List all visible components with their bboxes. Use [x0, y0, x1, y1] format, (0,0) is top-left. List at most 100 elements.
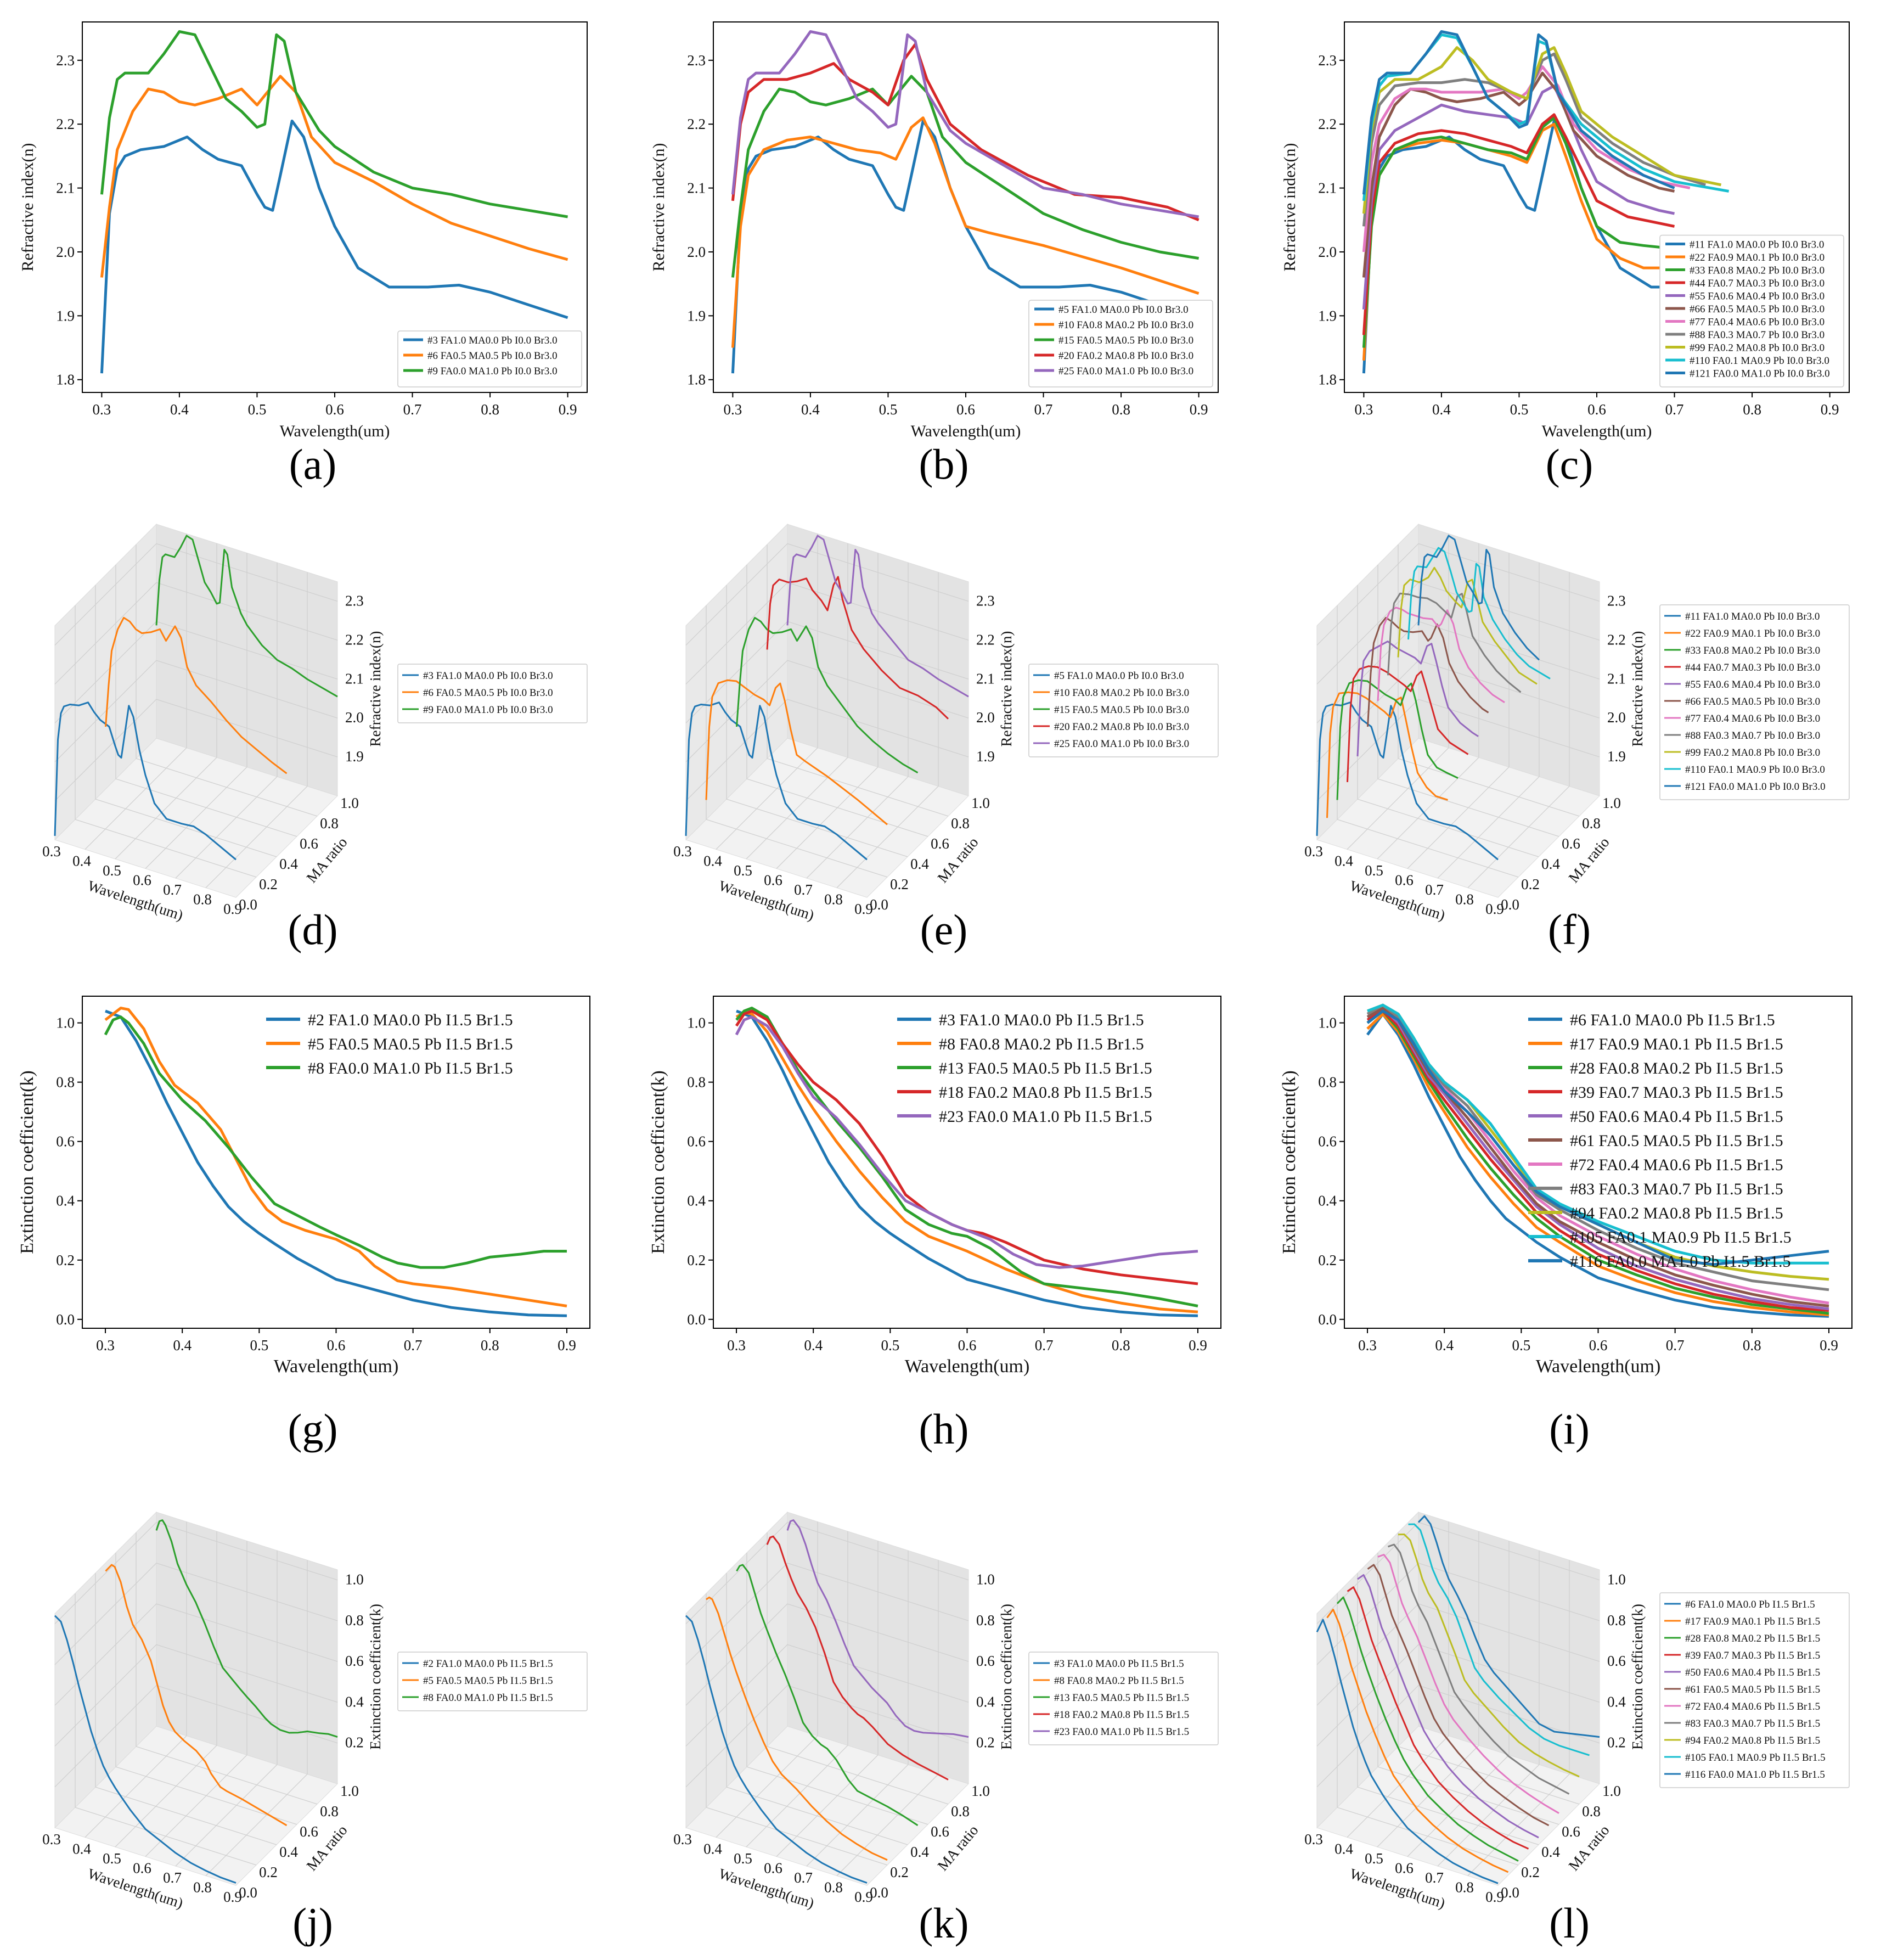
- series-line-3d: [1377, 606, 1505, 704]
- ma-tick-label: 0.2: [890, 876, 909, 892]
- grid-line: [746, 1553, 928, 1825]
- legend-entry: #3 FA1.0 MA0.0 Pb I1.5 Br1.5: [939, 1011, 1144, 1029]
- ma-tick-label: 0.0: [870, 896, 888, 913]
- legend-box: [1659, 604, 1850, 800]
- chart-i: 0.3 0.4 0.5 0.6 0.7 0.8 0.9 0.0 0.2 0.4 0.6 0.8 1.0 W…: [1279, 996, 1852, 1377]
- grid-line: [75, 605, 257, 878]
- chart-c: 0.3 0.4 0.5 0.6 0.7 0.8 0.9 1.8 1.9 2.0 2.1 2.2 2.3 W…: [1281, 21, 1850, 440]
- x-tick-label: 0.7: [1665, 401, 1684, 418]
- grid-line: [115, 1531, 217, 1847]
- ma-tick-label: 0.6: [1562, 1823, 1580, 1840]
- x-tick-label: 0.8: [824, 1879, 843, 1896]
- legend-entry: #8 FA0.0 MA1.0 Pb I1.5 Br1.5: [308, 1059, 513, 1077]
- x-tick-label: 0.5: [881, 1337, 899, 1354]
- ma-tick-label: 0.2: [259, 876, 278, 892]
- z-tick-label: 0.8: [345, 1612, 364, 1628]
- plot-frame: [713, 996, 1221, 1329]
- z-tick-label: 0.2: [1607, 1734, 1626, 1751]
- grid-line: [1347, 1521, 1449, 1838]
- series-line-3d: [155, 1519, 338, 1738]
- legend-entry: #72 FA0.4 MA0.6 Pb I1.5 Br1.5: [1570, 1156, 1783, 1174]
- legend-entry: #83 FA0.3 MA0.7 Pb I1.5 Br1.5: [1685, 1718, 1820, 1729]
- z-tick-label: 1.0: [976, 1571, 995, 1588]
- legend-entry: #5 FA1.0 MA0.0 Pb I0.0 Br3.0: [1054, 670, 1184, 682]
- y-tick-label: 1.9: [1318, 307, 1337, 324]
- legend-entry: #6 FA0.5 MA0.5 Pb I0.0 Br3.0: [427, 350, 558, 362]
- z-tick-label: 2.1: [976, 670, 995, 687]
- grid-line: [85, 1521, 187, 1838]
- x-tick-label: 0.7: [794, 1869, 813, 1886]
- x-tick-label: 0.4: [173, 1337, 192, 1354]
- x-tick-label: 0.7: [1425, 881, 1444, 898]
- x-tick-label: 0.9: [223, 901, 242, 917]
- chart-a: 0.3 0.4 0.5 0.6 0.7 0.8 0.9 1.8 1.9 2.0 2.1 2.2 2.3 W…: [19, 21, 588, 440]
- grid-line: [726, 585, 908, 857]
- grid-line: [706, 605, 888, 878]
- y-tick-label: 1.8: [687, 372, 706, 388]
- grid-line: [175, 1551, 278, 1867]
- y-tick-label: 2.2: [1318, 116, 1337, 132]
- x-tick-label: 0.8: [193, 1879, 212, 1896]
- y-tick-label: 0.0: [687, 1311, 706, 1328]
- series-line-3d: [1347, 1586, 1529, 1850]
- z-axis-label: Extinction coefficient(k): [998, 1604, 1015, 1750]
- series-line-3d: [1417, 1515, 1600, 1738]
- z-axis-label: Extinction coefficient(k): [1629, 1604, 1646, 1750]
- panel-label: (k): [919, 1899, 969, 1947]
- legend-entry: #61 FA0.5 MA0.5 Pb I1.5 Br1.5: [1570, 1132, 1783, 1150]
- x-tick-label: 0.8: [481, 401, 499, 418]
- series-line: [1362, 71, 1675, 278]
- x-tick-label: 0.9: [1820, 1337, 1838, 1354]
- legend-box: [397, 1652, 588, 1711]
- legend-entry: #20 FA0.2 MA0.8 Pb I0.0 Br3.0: [1054, 721, 1189, 733]
- y-axis-label: Extinction coefficient(k): [648, 1070, 668, 1254]
- grid-line: [54, 1563, 338, 1665]
- series-line-3d: [706, 1596, 888, 1861]
- ma-tick-label: 0.4: [1541, 1844, 1560, 1860]
- series-line: [1362, 116, 1675, 348]
- grid-line: [54, 699, 338, 801]
- x-tick-label: 0.8: [481, 1337, 499, 1354]
- legend-entry: #11 FA1.0 MA0.0 Pb I0.0 Br3.0: [1685, 611, 1820, 622]
- grid-line: [685, 1563, 969, 1665]
- x-tick-label: 0.4: [703, 853, 722, 869]
- legend-entry: #15 FA0.5 MA0.5 Pb I0.0 Br3.0: [1058, 335, 1193, 346]
- z-tick-label: 0.2: [345, 1734, 364, 1751]
- panel-label: (h): [919, 1405, 969, 1453]
- ma-tick-label: 0.0: [239, 1884, 257, 1901]
- y-tick-label: 0.2: [1318, 1252, 1337, 1268]
- ma-tick-label: 0.6: [300, 835, 318, 852]
- ma-tick-label: 0.4: [279, 856, 298, 872]
- series-line: [1366, 1009, 1829, 1315]
- grid-line: [1357, 1573, 1539, 1845]
- x-tick-label: 0.3: [727, 1337, 746, 1354]
- ma-tick-label: 0.2: [890, 1864, 909, 1880]
- y-tick-label: 0.6: [687, 1133, 706, 1150]
- ma-tick-label: 0.6: [1562, 835, 1580, 852]
- x-tick-label: 0.9: [559, 401, 577, 418]
- grid-line: [685, 543, 969, 645]
- x-tick-label: 0.7: [794, 881, 813, 898]
- series-line-3d: [1336, 1596, 1519, 1862]
- legend-entry: #116 FA0.0 MA1.0 Pb I1.5 Br1.5: [1685, 1769, 1825, 1781]
- y-tick-label: 2.3: [56, 52, 75, 69]
- ma-tick-label: 0.0: [870, 1884, 888, 1901]
- z-tick-label: 2.2: [1607, 631, 1626, 648]
- z-tick-label: 2.0: [345, 709, 364, 726]
- x-tick-label: 0.9: [1190, 401, 1208, 418]
- ma-tick-label: 0.4: [279, 1844, 298, 1860]
- grid-line: [767, 1532, 949, 1805]
- series-line-3d: [1397, 566, 1538, 685]
- legend-entry: #11 FA1.0 MA0.0 Pb I0.0 Br3.0: [1690, 239, 1824, 251]
- grid-line: [75, 1593, 257, 1866]
- series-line: [735, 1015, 1198, 1269]
- z-tick-label: 0.8: [976, 1612, 995, 1628]
- grid-line: [136, 1532, 318, 1805]
- panel-label: (a): [289, 440, 337, 488]
- grid-line: [776, 553, 879, 869]
- y-tick-label: 0.4: [56, 1193, 75, 1209]
- ma-tick-label: 0.2: [259, 1864, 278, 1880]
- legend-entry: #8 FA0.8 MA0.2 Pb I1.5 Br1.5: [1054, 1675, 1184, 1687]
- x-tick-label: 0.7: [1035, 1337, 1054, 1354]
